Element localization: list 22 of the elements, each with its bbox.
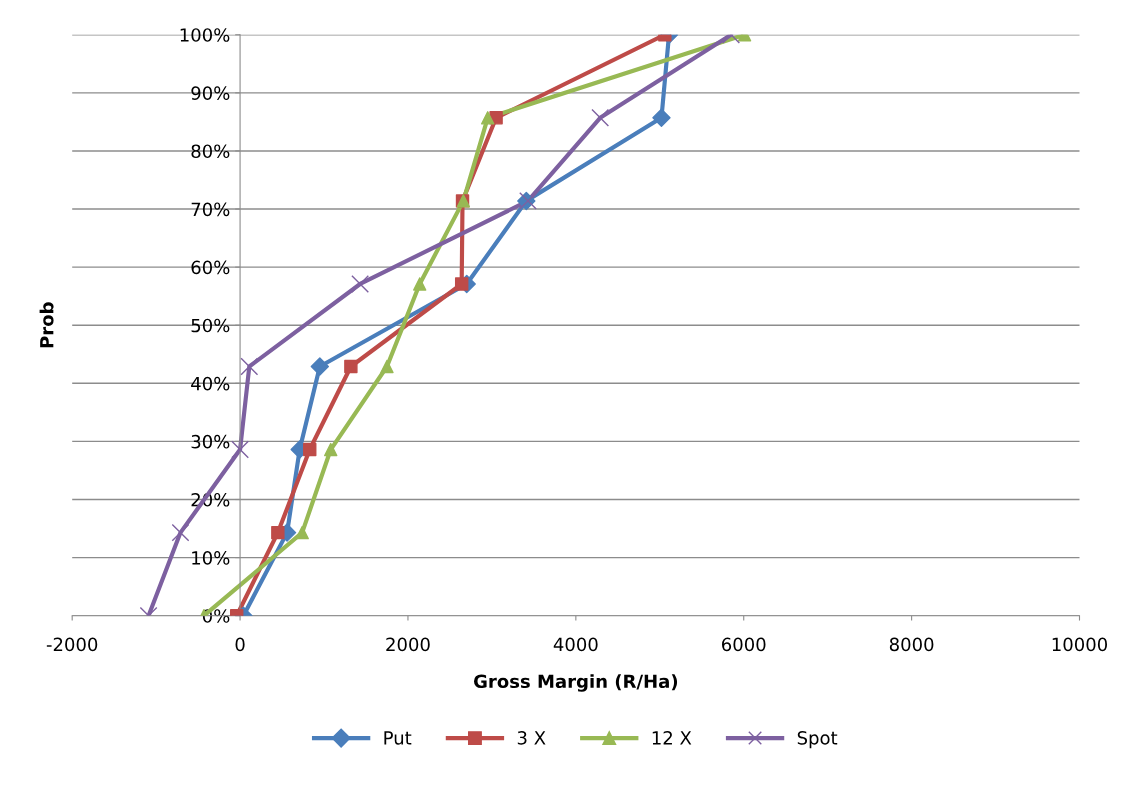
legend-label: 12 X (652, 731, 692, 745)
x-tick-label: -2000 (46, 637, 98, 652)
y-axis-title: Prob (39, 302, 54, 348)
y-tick-label: 60% (191, 260, 230, 275)
legend-label: 3 X (517, 731, 546, 745)
y-tick-label: 30% (191, 434, 230, 449)
y-tick-label: 50% (191, 318, 230, 333)
x-tick-label: 2000 (386, 637, 430, 652)
y-tick-label: 80% (191, 144, 230, 159)
legend-label: Spot (797, 731, 838, 749)
y-tick-label: 100% (180, 28, 230, 42)
x-tick-label: 4000 (553, 637, 598, 652)
x-tick-label: 10000 (1052, 637, 1108, 652)
y-tick-label: 10% (192, 551, 230, 565)
x-tick-label: 0 (235, 637, 245, 652)
y-tick-label: 40% (191, 376, 230, 391)
y-tick-label: 70% (191, 202, 230, 217)
x-tick-label: 6000 (722, 637, 766, 652)
legend-label: Put (384, 731, 412, 745)
x-axis-title: Gross Margin (R/Ha) (473, 674, 678, 692)
y-tick-label: 90% (191, 86, 230, 100)
x-tick-label: 8000 (889, 637, 934, 652)
